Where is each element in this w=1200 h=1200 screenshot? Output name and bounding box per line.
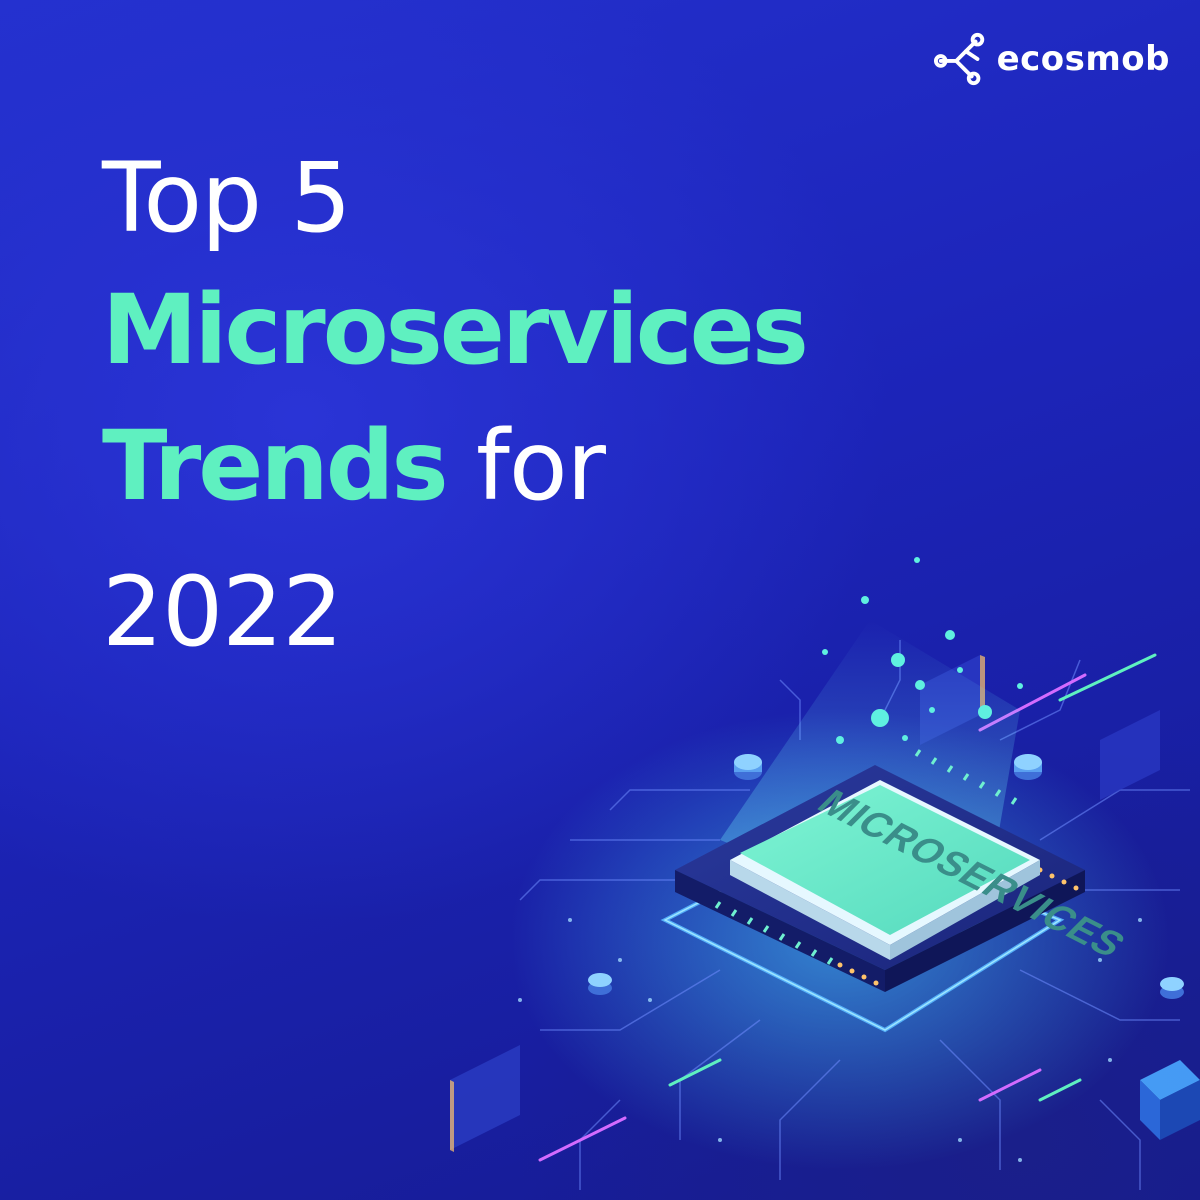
headline-trends: Trends — [102, 410, 449, 522]
particles — [822, 557, 1023, 744]
headline-year: 2022 — [102, 556, 343, 668]
headline: Top 5 Microservices Trends for 2022 — [102, 142, 809, 668]
chip-pins — [714, 749, 1018, 965]
headline-line-3: Trends for — [102, 418, 806, 514]
headline-for: for — [476, 410, 606, 522]
chip-top — [730, 780, 1040, 960]
cpu-chip-illustration: MICROSERVICES — [450, 557, 1200, 1190]
sparkles — [518, 918, 1142, 1162]
circuit-pads — [588, 754, 1184, 999]
brand-logo: ecosmob — [933, 30, 1170, 88]
headline-line-1: Top 5 — [102, 142, 352, 254]
brand-name: ecosmob — [996, 39, 1170, 79]
headline-line-2: Microservices — [102, 274, 809, 386]
ecosmob-logo-icon — [933, 32, 984, 86]
